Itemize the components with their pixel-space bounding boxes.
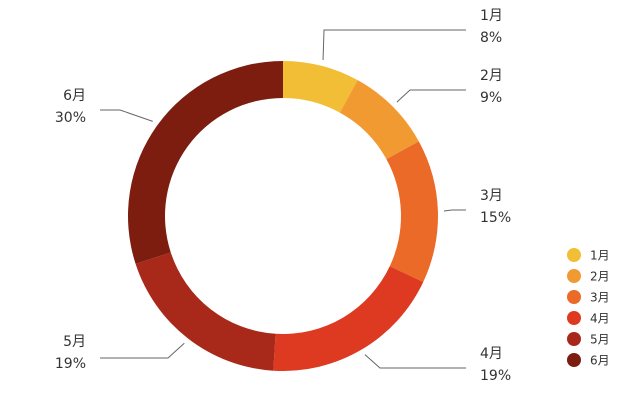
leader-lines-group — [100, 29, 466, 369]
slice-5 — [135, 252, 276, 371]
slice-label-percent-1: 8% — [480, 30, 502, 46]
leader-line-4 — [364, 354, 466, 369]
legend-swatch-3 — [567, 290, 581, 304]
slice-label-category-3: 3月 — [480, 188, 503, 204]
legend-label-6: 6月 — [590, 354, 610, 368]
slice-label-category-6: 6月 — [63, 88, 86, 104]
legend-swatch-6 — [567, 353, 581, 367]
slice-label-percent-2: 9% — [480, 90, 502, 106]
slice-label-percent-6: 30% — [55, 110, 86, 126]
slice-label-percent-5: 19% — [55, 356, 86, 372]
slice-label-category-1: 1月 — [480, 8, 503, 24]
slice-label-category-2: 2月 — [480, 68, 503, 84]
leader-line-2 — [396, 89, 466, 103]
slice-6 — [127, 61, 283, 264]
labels-group: 1月 8% 2月 9% 3月 15% 4月 19% 5月 19% 6月 30% — [55, 8, 511, 384]
legend: 1月 2月 3月 4月 5月 6月 — [567, 248, 610, 368]
leader-line-5 — [100, 342, 185, 359]
legend-label-4: 4月 — [590, 312, 610, 326]
legend-label-3: 3月 — [590, 291, 610, 305]
leader-line-6 — [100, 109, 153, 122]
legend-swatch-1 — [567, 248, 581, 262]
slice-4 — [273, 266, 424, 371]
slice-3 — [386, 141, 438, 282]
slice-1 — [283, 61, 358, 113]
legend-swatch-5 — [567, 332, 581, 346]
slice-label-percent-3: 15% — [480, 210, 511, 226]
leader-line-1 — [322, 29, 466, 61]
legend-label-1: 1月 — [590, 249, 610, 263]
legend-swatch-2 — [567, 269, 581, 283]
leader-line-3 — [443, 209, 466, 212]
slice-label-category-5: 5月 — [63, 334, 86, 350]
slice-label-category-4: 4月 — [480, 346, 503, 362]
slice-label-percent-4: 19% — [480, 368, 511, 384]
legend-swatch-4 — [567, 311, 581, 325]
slice-2 — [339, 80, 419, 160]
legend-label-2: 2月 — [590, 270, 610, 284]
slices-group — [127, 61, 438, 371]
legend-label-5: 5月 — [590, 333, 610, 347]
